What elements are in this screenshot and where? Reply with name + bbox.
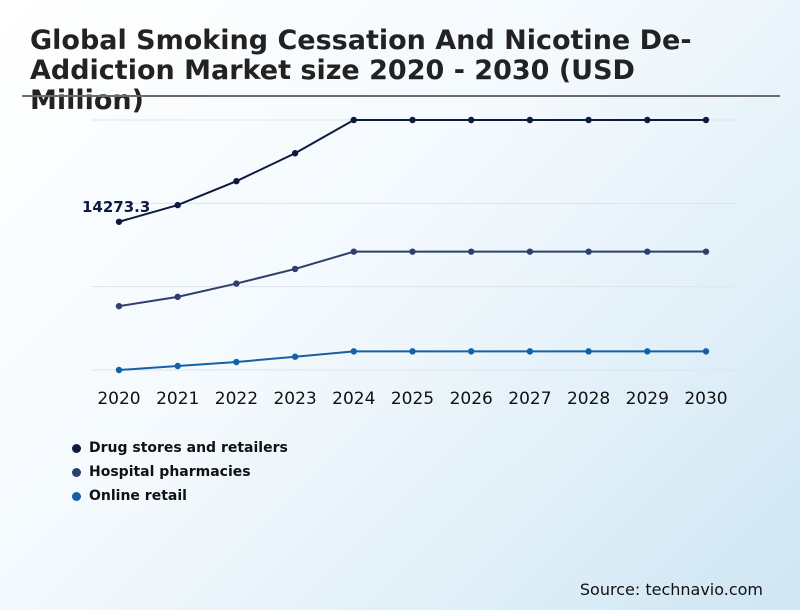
data-point [291, 265, 299, 273]
legend-label: Hospital pharmacies [89, 464, 251, 480]
x-tick-label: 2024 [332, 389, 375, 409]
data-point [585, 116, 592, 124]
x-tick-label: 2022 [215, 389, 258, 409]
data-point [350, 348, 357, 355]
x-tick-label: 2028 [567, 389, 610, 409]
data-point [115, 302, 123, 310]
data-point [409, 116, 416, 124]
legend-marker-icon [72, 491, 81, 501]
data-point [702, 348, 710, 355]
data-point [644, 348, 651, 355]
x-tick-label: 2027 [508, 389, 551, 409]
title-divider [22, 95, 780, 97]
data-point [174, 293, 181, 301]
x-tick-label: 2020 [97, 389, 140, 409]
x-tick-label: 2025 [391, 389, 434, 409]
data-point [233, 280, 240, 287]
x-tick-label: 2021 [156, 389, 199, 409]
data-point [526, 248, 534, 255]
data-point [233, 358, 240, 366]
data-point [174, 362, 181, 370]
legend-item-online-retail: Online retail [72, 484, 288, 508]
x-tick-label: 2030 [684, 389, 727, 409]
data-point [409, 348, 416, 355]
data-point [174, 201, 181, 209]
x-tick-label: 2029 [626, 389, 669, 409]
legend-marker-icon [72, 443, 81, 453]
data-point [233, 177, 240, 185]
series-line [118, 250, 706, 308]
source-credit: Source: technavio.com [579, 580, 763, 599]
x-tick-label: 2023 [273, 389, 316, 409]
legend: Drug stores and retailers Hospital pharm… [72, 436, 288, 508]
legend-label: Online retail [89, 488, 187, 504]
chart-title: Global Smoking Cessation And Nicotine De… [30, 25, 692, 116]
x-tick-label: 2026 [450, 389, 493, 409]
data-point [291, 353, 299, 360]
legend-item-hospital-pharmacies: Hospital pharmacies [72, 460, 288, 484]
data-point [115, 218, 123, 225]
data-point [585, 348, 592, 355]
data-point [468, 248, 475, 255]
data-point [702, 248, 710, 255]
data-point [468, 116, 475, 124]
data-point [644, 248, 651, 255]
data-point [350, 116, 357, 124]
data-point [350, 248, 357, 255]
data-point [291, 150, 299, 157]
data-point [526, 348, 534, 355]
legend-item-drug-stores: Drug stores and retailers [72, 436, 288, 460]
legend-label: Drug stores and retailers [89, 440, 288, 456]
data-label: 14273.3 [82, 198, 150, 216]
data-point [702, 116, 710, 124]
data-point [409, 248, 416, 255]
data-point [585, 248, 592, 255]
series-line [118, 119, 706, 223]
data-point [115, 366, 123, 374]
legend-marker-icon [72, 467, 81, 477]
data-point [644, 116, 651, 124]
data-point [468, 348, 475, 355]
data-point [526, 116, 534, 124]
